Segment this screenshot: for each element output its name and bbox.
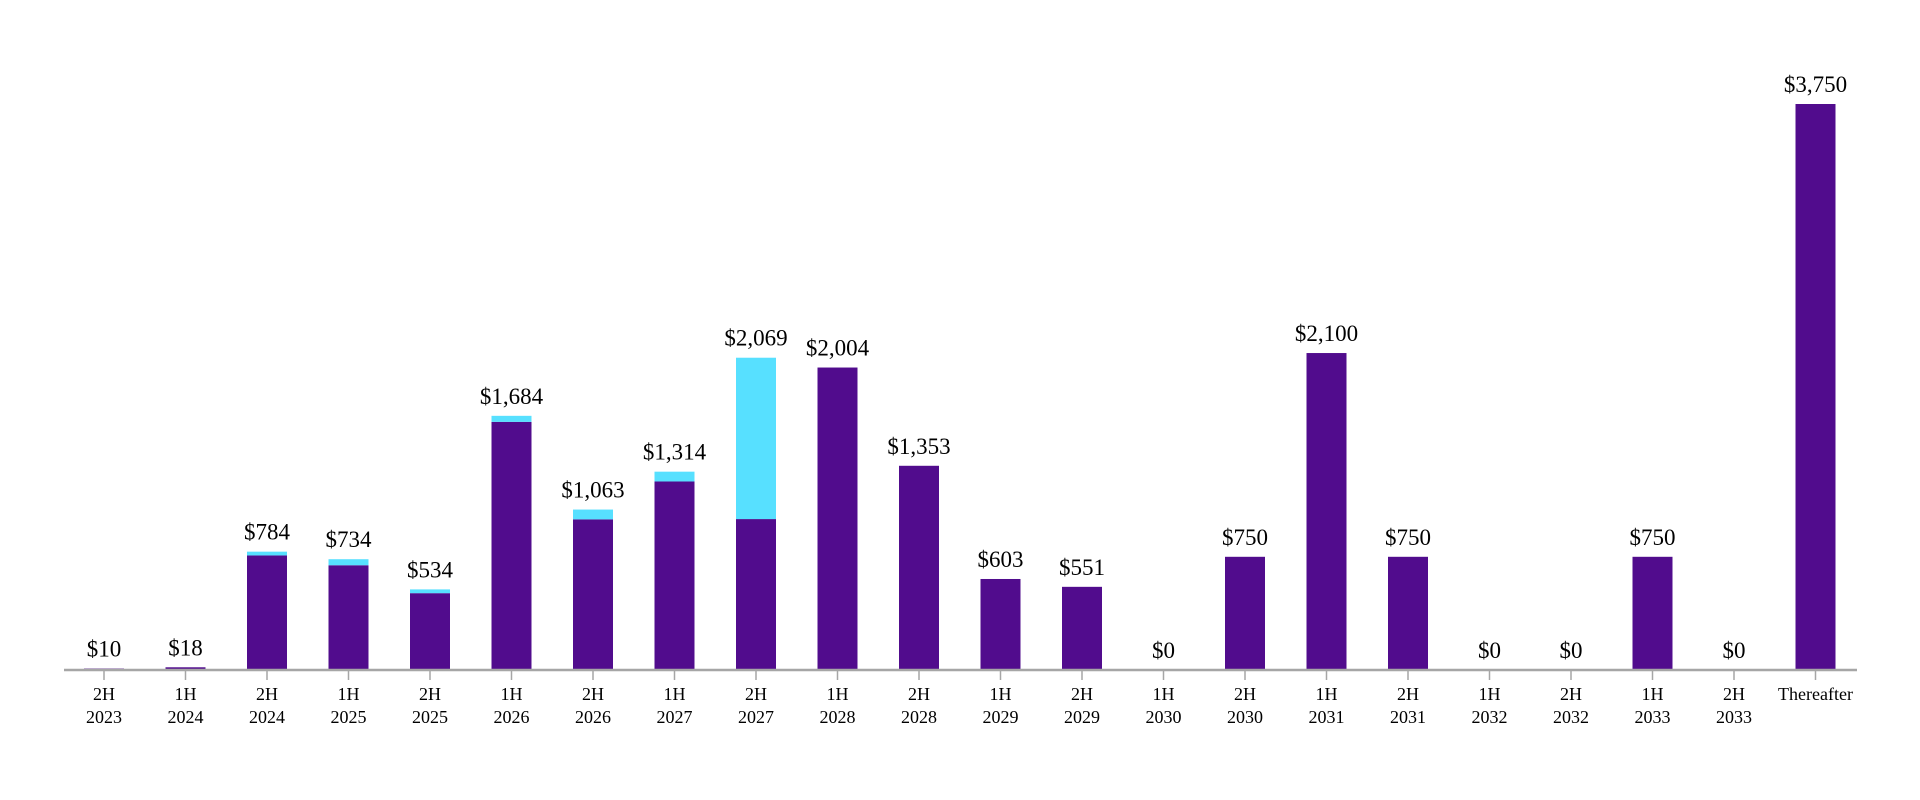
x-tick-label: 2033 [1635,707,1671,727]
x-tick-label: 2027 [738,707,774,727]
x-tick-label: 1H [1153,684,1175,704]
bar-segment-secondary [654,471,695,482]
x-tick-label: 2027 [657,707,693,727]
x-tick-label: 2028 [901,707,937,727]
bar-segment-secondary [736,357,776,520]
bar-segment-secondary [573,509,613,520]
x-tick-label: 2029 [1064,707,1100,727]
bar-segment-primary [1795,104,1836,670]
data-label: $734 [326,527,373,552]
data-label: $2,004 [806,336,870,361]
data-label: $551 [1059,555,1105,580]
x-tick-label: 2H [908,684,930,704]
x-tick-label: 2025 [331,707,367,727]
data-label: $1,353 [887,434,950,459]
data-label: $603 [978,547,1024,572]
bar-segment-primary [165,667,206,670]
x-tick-label: 2H [1723,684,1745,704]
x-tick-label: 2H [582,684,604,704]
x-tick-label: 2H [1560,684,1582,704]
bar-segment-primary [980,578,1021,670]
x-tick-label: 1H [990,684,1012,704]
x-tick-label: 1H [1316,684,1338,704]
data-label: $1,063 [561,478,624,503]
x-tick-label: 2H [256,684,278,704]
x-tick-label: 1H [1642,684,1664,704]
x-tick-label: 1H [1479,684,1501,704]
x-tick-label: 2024 [168,707,204,727]
data-label: $750 [1630,525,1676,550]
bar-segment-primary [736,519,776,670]
bar-segment-secondary [410,589,450,594]
bar-segment-primary [1225,556,1265,670]
x-tick-label: 2030 [1227,707,1263,727]
bar-segment-secondary [247,551,287,556]
bar-segment-primary [328,565,369,670]
x-tick-label: 2032 [1553,707,1589,727]
x-tick-label: Thereafter [1778,684,1853,704]
bar-segment-primary [899,465,939,670]
bar-segment-primary [1388,556,1428,670]
x-tick-label: 1H [827,684,849,704]
bar-segment-primary [573,519,613,670]
x-tick-label: 2H [1234,684,1256,704]
data-label: $1,314 [643,440,707,465]
data-label: $0 [1560,638,1583,663]
x-tick-label: 1H [175,684,197,704]
data-label: $784 [244,520,291,545]
x-tick-label: 1H [501,684,523,704]
data-label: $0 [1723,638,1746,663]
x-tick-label: 2028 [820,707,856,727]
data-label: $0 [1478,638,1501,663]
x-tick-label: 2H [1397,684,1419,704]
x-tick-label: 2H [745,684,767,704]
bar-segment-secondary [328,559,369,566]
data-label: $18 [168,635,203,660]
x-tick-label: 2024 [249,707,285,727]
data-label: $0 [1152,638,1175,663]
x-tick-label: 2023 [86,707,122,727]
bar-segment-primary [817,367,858,670]
bar-segment-primary [410,593,450,670]
bar-segment-primary [1306,353,1347,670]
bar-segment-primary [1632,556,1673,670]
x-tick-label: 2032 [1472,707,1508,727]
data-label: $10 [87,636,122,661]
bar-segment-primary [247,555,287,670]
x-tick-label: 2026 [575,707,611,727]
data-label: $3,750 [1784,72,1847,97]
x-tick-label: 2H [419,684,441,704]
x-tick-label: 2H [1071,684,1093,704]
x-tick-label: 2026 [494,707,530,727]
x-tick-label: 2031 [1390,707,1426,727]
x-tick-label: 2025 [412,707,448,727]
data-label: $750 [1385,525,1431,550]
bar-segment-primary [654,481,695,670]
x-tick-label: 1H [338,684,360,704]
data-label: $750 [1222,525,1268,550]
bar-segment-primary [1062,586,1102,670]
bar-segment-secondary [491,415,532,422]
x-tick-label: 2030 [1146,707,1182,727]
data-label: $2,100 [1295,321,1358,346]
bar-segment-primary [491,421,532,670]
x-tick-label: 2033 [1716,707,1752,727]
x-tick-label: 2029 [983,707,1019,727]
x-tick-label: 2031 [1309,707,1345,727]
data-label: $2,069 [724,326,787,351]
x-tick-label: 2H [93,684,115,704]
x-tick-label: 1H [664,684,686,704]
data-label: $534 [407,557,454,582]
data-label: $1,684 [480,384,544,409]
